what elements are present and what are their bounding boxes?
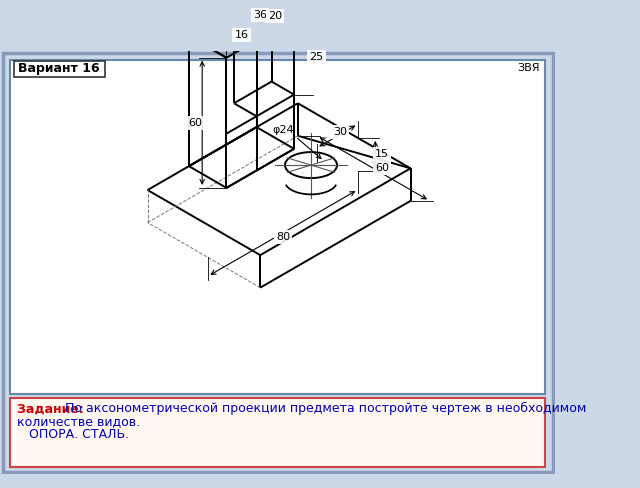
- FancyBboxPatch shape: [10, 398, 545, 467]
- Text: По аксонометрической проекции предмета постройте чертеж в необходимом: По аксонометрической проекции предмета п…: [65, 402, 586, 415]
- Text: 30: 30: [333, 127, 347, 137]
- Text: 16: 16: [234, 30, 248, 40]
- Text: 80: 80: [276, 232, 290, 243]
- Text: 25: 25: [310, 52, 324, 61]
- FancyBboxPatch shape: [10, 61, 545, 394]
- Text: 60: 60: [188, 118, 202, 128]
- Text: Вариант 16: Вариант 16: [18, 62, 100, 76]
- Text: ЗВЯ: ЗВЯ: [517, 63, 540, 73]
- Text: Задание:: Задание:: [17, 402, 88, 415]
- Text: φ24: φ24: [272, 125, 294, 135]
- Text: количестве видов.: количестве видов.: [17, 415, 140, 428]
- Text: 60: 60: [375, 163, 389, 173]
- Text: 15: 15: [375, 149, 389, 159]
- FancyBboxPatch shape: [14, 61, 105, 77]
- FancyBboxPatch shape: [3, 53, 553, 471]
- Text: 36: 36: [253, 10, 268, 20]
- Text: 20: 20: [268, 11, 282, 20]
- Text: ОПОРА. СТАЛЬ.: ОПОРА. СТАЛЬ.: [17, 428, 129, 441]
